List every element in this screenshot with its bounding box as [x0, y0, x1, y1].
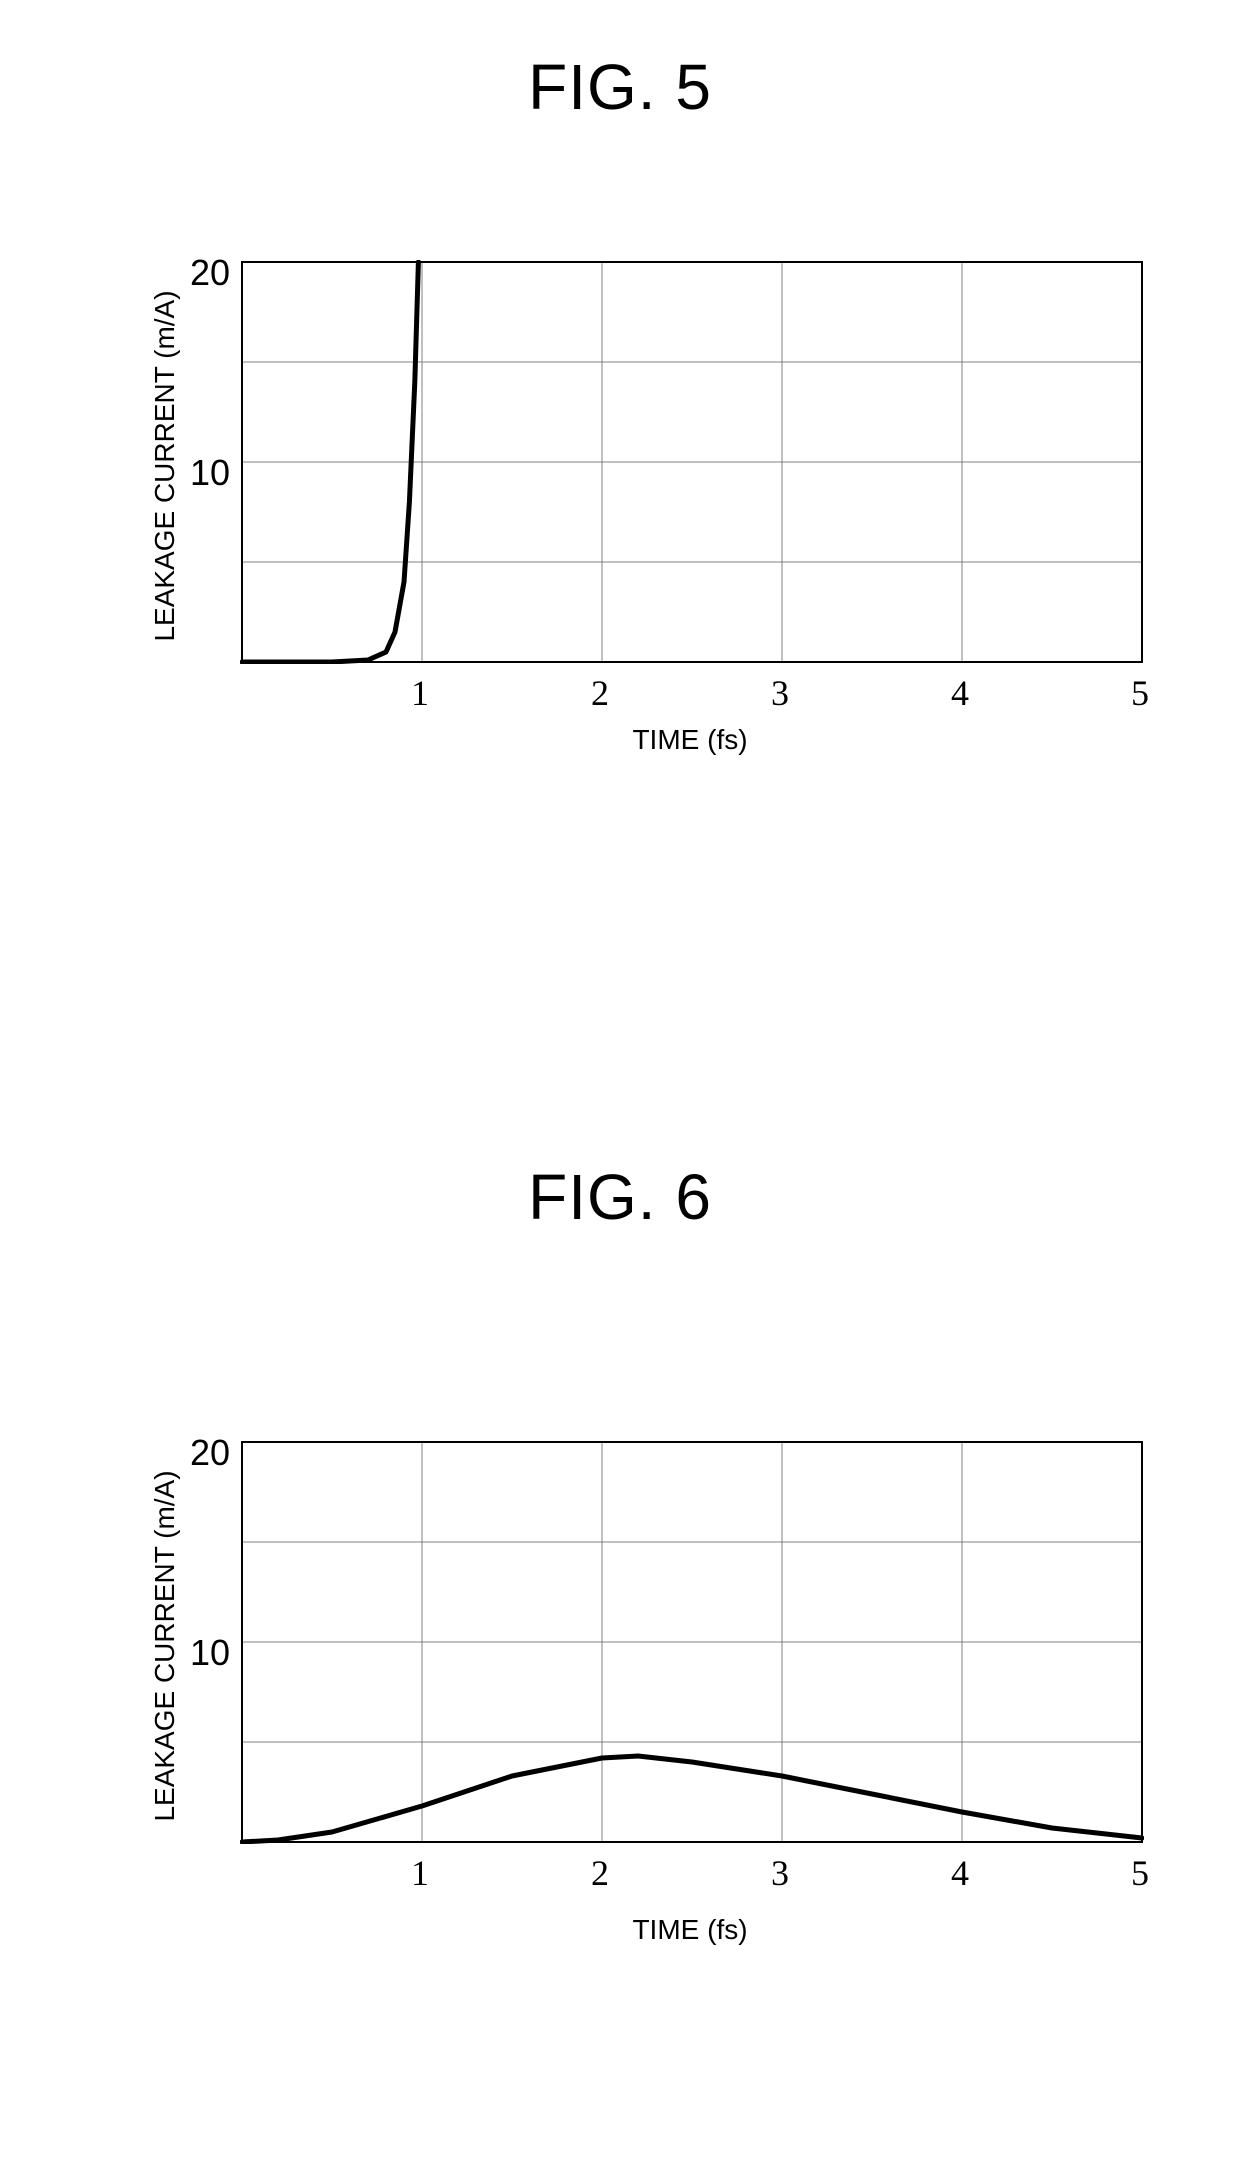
fig5-xlabel: TIME (fs) — [240, 724, 1140, 756]
fig6-title: FIG. 6 — [0, 1160, 1240, 1234]
fig6-xtick-2: 2 — [580, 1852, 620, 1894]
fig5-xtick-3: 3 — [760, 672, 800, 714]
fig5-ytick-20: 20 — [180, 252, 230, 294]
fig6-xtick-1: 1 — [400, 1852, 440, 1894]
fig5-xtick-4: 4 — [940, 672, 980, 714]
fig5-xtick-1: 1 — [400, 672, 440, 714]
fig5-plot-svg — [240, 260, 1144, 664]
fig5-ylabel: LEAKAGE CURRENT (m/A) — [149, 266, 181, 666]
fig5-xtick-5: 5 — [1120, 672, 1160, 714]
fig5-title: FIG. 5 — [0, 50, 1240, 124]
page: FIG. 5 LEAKAGE CURRENT (m/A) 20 10 1 2 3… — [0, 0, 1240, 2166]
fig6-xtick-4: 4 — [940, 1852, 980, 1894]
fig5-ytick-10: 10 — [180, 452, 230, 494]
fig5-xtick-2: 2 — [580, 672, 620, 714]
fig6-chart: LEAKAGE CURRENT (m/A) 20 10 1 2 3 4 5 TI… — [160, 1440, 1160, 2000]
fig6-ylabel: LEAKAGE CURRENT (m/A) — [149, 1446, 181, 1846]
fig6-xlabel: TIME (fs) — [240, 1914, 1140, 1946]
fig6-plot-svg — [240, 1440, 1144, 1844]
fig5-chart: LEAKAGE CURRENT (m/A) 20 10 1 2 3 4 5 TI… — [160, 260, 1160, 820]
fig6-ytick-10: 10 — [180, 1632, 230, 1674]
fig6-xtick-3: 3 — [760, 1852, 800, 1894]
fig6-xtick-5: 5 — [1120, 1852, 1160, 1894]
fig6-ytick-20: 20 — [180, 1432, 230, 1474]
